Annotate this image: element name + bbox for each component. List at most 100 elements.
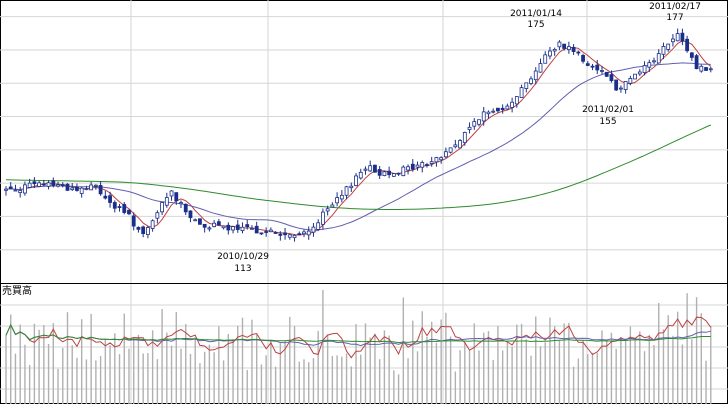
candle	[75, 183, 79, 192]
candle-body	[131, 215, 136, 227]
candle-body	[202, 223, 207, 228]
candle-body	[41, 183, 46, 186]
candle-body	[496, 107, 500, 112]
candle	[510, 97, 515, 113]
candle	[429, 156, 434, 167]
candle	[519, 84, 524, 98]
candle	[98, 181, 103, 196]
candle	[46, 180, 51, 190]
candle-body	[235, 224, 240, 230]
candle	[179, 200, 183, 209]
candle	[614, 79, 619, 92]
candle-body	[321, 211, 325, 225]
candle	[339, 190, 344, 203]
annotation-value: 175	[527, 20, 544, 30]
candle	[538, 58, 543, 73]
candle-body	[198, 218, 202, 225]
candle	[377, 165, 382, 179]
candle	[689, 51, 694, 61]
candle	[84, 185, 89, 191]
candle	[486, 110, 491, 119]
candle	[656, 49, 661, 64]
candle-body	[112, 202, 117, 209]
candle	[699, 64, 704, 73]
candle-body	[302, 231, 306, 235]
candle-body	[60, 184, 65, 187]
candle-body	[316, 222, 321, 230]
candle-body	[642, 65, 647, 74]
candle-body	[566, 46, 571, 50]
candle	[671, 34, 675, 47]
candle	[245, 219, 250, 230]
candle-body	[524, 82, 529, 89]
candle	[259, 232, 264, 236]
candle-body	[576, 51, 581, 54]
candle-body	[51, 180, 56, 186]
candle-body	[174, 192, 179, 202]
candle	[117, 203, 122, 212]
candle	[704, 67, 708, 71]
candle	[401, 165, 406, 177]
candle-body	[311, 226, 316, 233]
candle	[619, 85, 623, 93]
candle	[330, 202, 335, 208]
candle-body	[562, 43, 567, 49]
candle-body	[680, 32, 685, 42]
candle	[491, 108, 496, 114]
candle-body	[183, 203, 188, 213]
candle	[382, 170, 387, 177]
candle-body	[514, 96, 519, 105]
candle	[278, 231, 283, 241]
price-ma-75	[5, 124, 711, 210]
candle-body	[410, 163, 415, 170]
candle	[524, 82, 529, 93]
candle	[543, 51, 548, 64]
candle-body	[443, 151, 448, 158]
candle-body	[647, 62, 652, 68]
candle	[164, 192, 169, 208]
candle-body	[150, 220, 155, 229]
candle	[652, 57, 656, 65]
candle	[221, 225, 226, 230]
candle	[354, 173, 358, 187]
candle-body	[193, 219, 198, 222]
candle-body	[600, 70, 604, 72]
candle-body	[108, 195, 112, 203]
candle-body	[604, 71, 609, 77]
candle	[27, 178, 32, 189]
candle	[434, 156, 439, 167]
candle	[557, 40, 562, 51]
candle	[647, 59, 652, 73]
candle-body	[207, 227, 212, 230]
candle-body	[689, 52, 694, 58]
candle-body	[23, 184, 27, 194]
candle-body	[70, 187, 75, 191]
candle	[406, 164, 410, 175]
annotation-date: 2010/10/29	[217, 252, 269, 262]
candle-body	[155, 212, 160, 219]
candle-body	[18, 190, 23, 194]
candle-body	[169, 190, 174, 197]
candle	[585, 61, 590, 67]
candle-body	[585, 63, 590, 66]
candle-body	[65, 183, 70, 191]
candle	[623, 81, 628, 94]
candle-body	[339, 194, 344, 200]
candle-body	[661, 46, 666, 55]
candle-body	[4, 188, 8, 191]
candle	[207, 226, 212, 232]
candle	[202, 223, 207, 233]
candle-body	[46, 182, 51, 187]
candle-body	[179, 202, 183, 205]
candle-body	[477, 119, 481, 125]
candle-body	[245, 224, 250, 228]
candle	[685, 35, 690, 53]
candle	[448, 147, 453, 154]
candle	[410, 159, 415, 172]
candle-body	[458, 140, 462, 149]
candle-body	[609, 74, 614, 82]
candle	[562, 43, 567, 51]
